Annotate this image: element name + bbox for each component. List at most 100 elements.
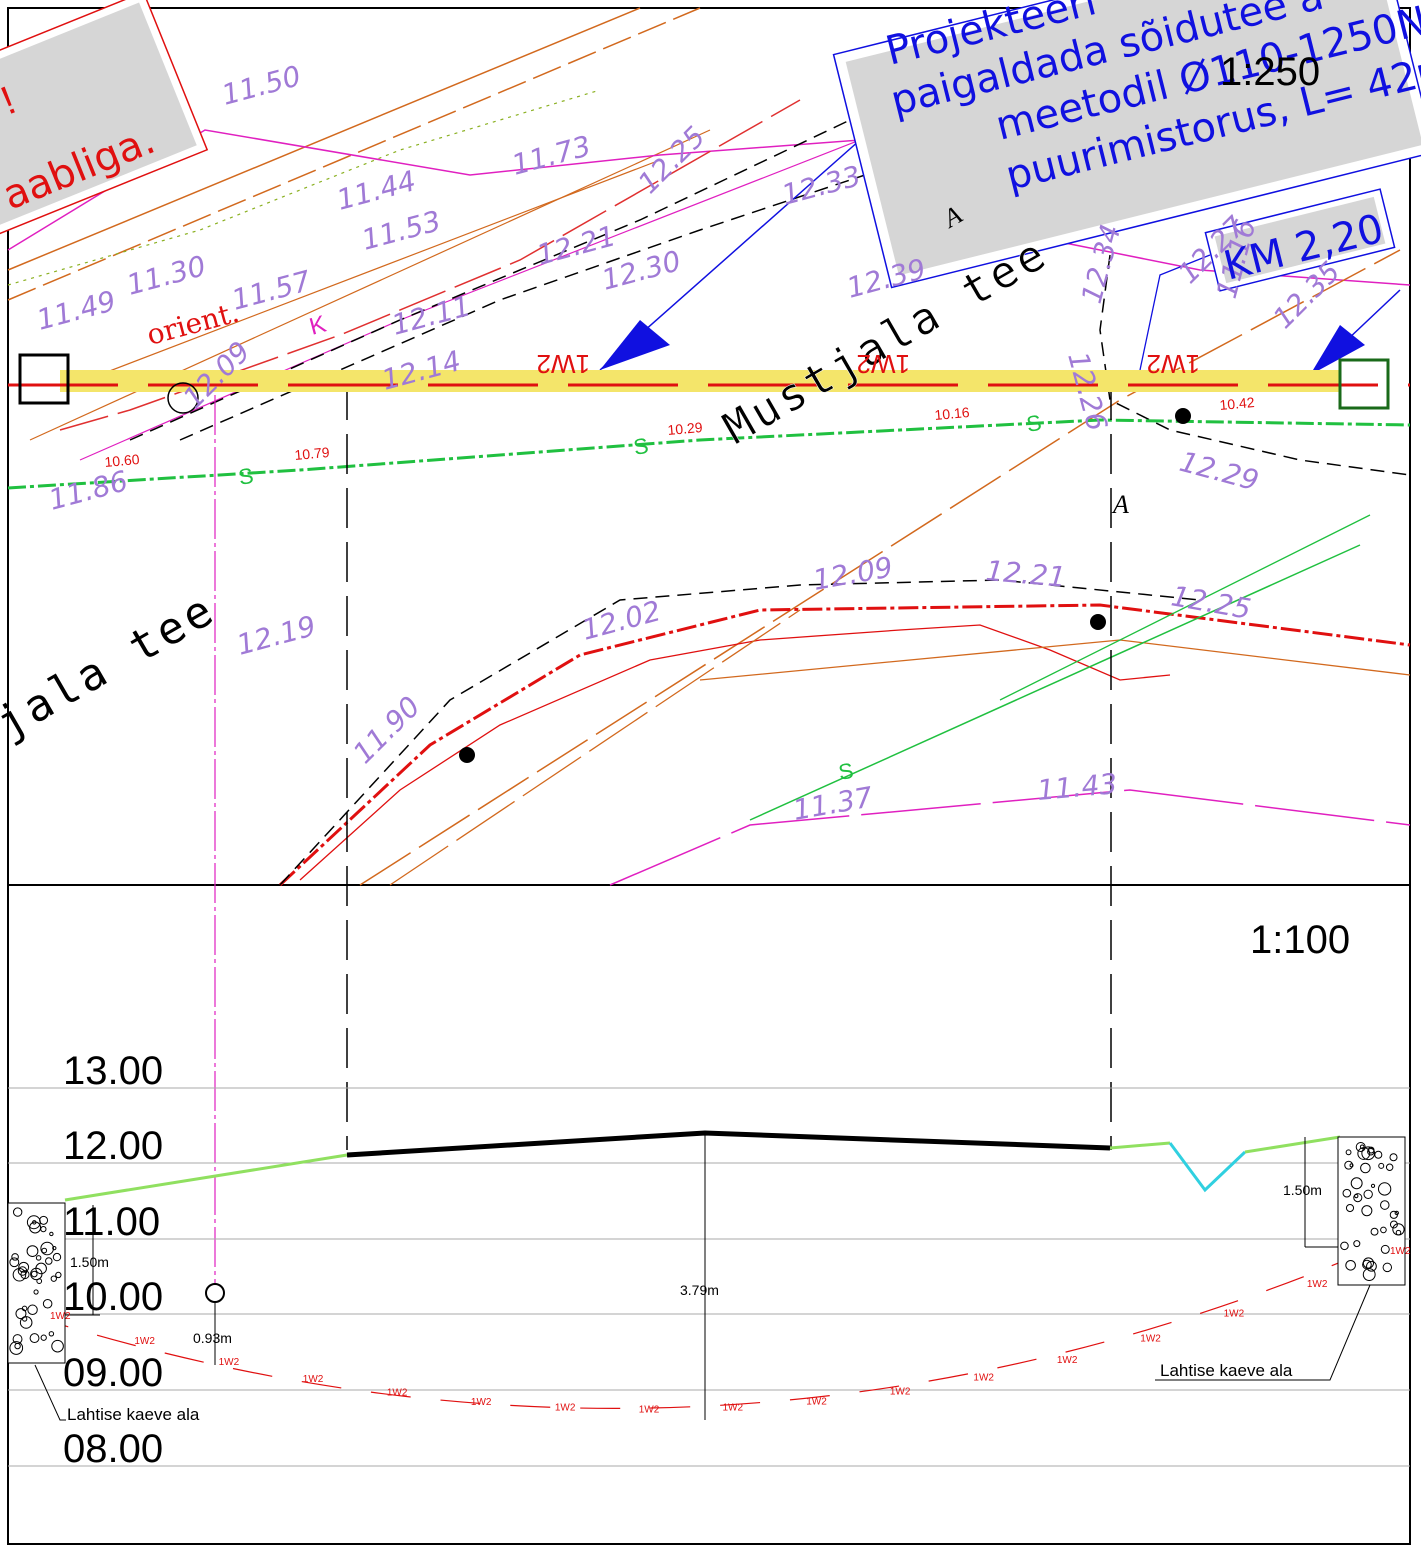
aggregate bbox=[40, 1334, 47, 1341]
aggregate bbox=[19, 1316, 33, 1329]
street-label: jala tee bbox=[0, 583, 225, 749]
pipe-code: 1W2 bbox=[219, 1357, 240, 1368]
pit-label: Lahtise kaeve ala bbox=[67, 1405, 200, 1424]
elevation-label: 09.00 bbox=[63, 1351, 163, 1395]
aggregate bbox=[1360, 1162, 1371, 1174]
aggregate bbox=[1353, 1240, 1361, 1248]
pipe-code: 1W2 bbox=[1057, 1355, 1078, 1366]
spot-height: 11.30 bbox=[123, 249, 209, 302]
spot-height: 12.29 bbox=[1176, 445, 1262, 498]
dimension: 1.50m bbox=[1283, 1182, 1322, 1198]
aggregate bbox=[1380, 1200, 1390, 1210]
aggregate bbox=[1378, 1162, 1385, 1169]
aggregate bbox=[1382, 1262, 1393, 1273]
scale-label: 1:100 bbox=[1250, 918, 1350, 962]
cable-code: K bbox=[307, 311, 329, 341]
elevation-label: 13.00 bbox=[63, 1049, 163, 1093]
aggregate bbox=[11, 1253, 19, 1261]
aggregate bbox=[1389, 1153, 1398, 1162]
spot-height: 12.19 bbox=[233, 609, 319, 662]
aggregate bbox=[1370, 1227, 1379, 1236]
pipe-elevation: 10.42 bbox=[1219, 394, 1256, 413]
red-box bbox=[0, 0, 209, 241]
aggregate bbox=[1385, 1163, 1394, 1171]
pipe-code: 1W2 bbox=[806, 1396, 827, 1407]
aggregate bbox=[42, 1298, 53, 1309]
well bbox=[1090, 614, 1106, 630]
aggregate bbox=[1361, 1146, 1376, 1161]
pipe-code: 1W2 bbox=[303, 1374, 324, 1385]
km-box bbox=[1204, 188, 1396, 292]
aggregate bbox=[52, 1252, 62, 1262]
pipe-code: 1W2 bbox=[1390, 1246, 1411, 1257]
pipe-code: 1W2 bbox=[973, 1373, 994, 1384]
aggregate bbox=[55, 1271, 62, 1279]
spot-height: 12.02 bbox=[578, 594, 664, 647]
aggregate bbox=[1359, 1144, 1365, 1150]
aggregate bbox=[1345, 1259, 1356, 1271]
aggregate bbox=[48, 1331, 55, 1337]
aggregate bbox=[52, 1246, 57, 1251]
aggregate bbox=[1370, 1183, 1376, 1188]
aggregate bbox=[45, 1257, 53, 1265]
dimension: 3.79m bbox=[680, 1282, 719, 1298]
aggregate bbox=[1366, 1260, 1377, 1272]
section-mark: A bbox=[1111, 490, 1129, 519]
well bbox=[1175, 408, 1191, 424]
elevation-label: 10.00 bbox=[63, 1275, 163, 1319]
pipe-code: 1W2 bbox=[1307, 1279, 1328, 1290]
well bbox=[459, 747, 475, 763]
pipe-code: 1W2 bbox=[50, 1311, 71, 1322]
aggregate bbox=[1342, 1188, 1352, 1198]
aggregate bbox=[33, 1289, 39, 1295]
pit-symbol bbox=[18, 353, 70, 405]
aggregate bbox=[1380, 1244, 1390, 1254]
aggregate bbox=[1380, 1226, 1387, 1234]
pipe-code: 1W2 bbox=[1140, 1334, 1161, 1345]
aggregate bbox=[1355, 1142, 1366, 1153]
aggregate bbox=[30, 1267, 43, 1281]
aggregate bbox=[15, 1308, 27, 1320]
aggregate bbox=[1362, 1259, 1372, 1270]
aggregate bbox=[1389, 1220, 1398, 1229]
aggregate bbox=[1354, 1193, 1359, 1199]
spot-height: 12.21 bbox=[984, 554, 1067, 594]
aggregate bbox=[29, 1221, 42, 1234]
well bbox=[167, 382, 199, 414]
aggregate bbox=[1363, 1189, 1373, 1199]
aggregate bbox=[9, 1341, 24, 1355]
spot-height: 11.53 bbox=[358, 204, 444, 257]
aggregate bbox=[26, 1245, 39, 1258]
pipe-code: 1W2 bbox=[890, 1386, 911, 1397]
elevation-label: 12.00 bbox=[63, 1124, 163, 1168]
pit-symbol bbox=[1338, 358, 1390, 410]
aggregate bbox=[18, 1261, 30, 1273]
pipe-code: 1W2 bbox=[1224, 1308, 1245, 1319]
pipe-code: 1W2 bbox=[471, 1397, 492, 1408]
sewer-code: S bbox=[837, 758, 856, 785]
pipe-elevation: 10.16 bbox=[934, 404, 971, 423]
pit-hatch bbox=[9, 1142, 1405, 1355]
elevation-label: 11.00 bbox=[63, 1200, 160, 1244]
dimension: 0.93m bbox=[193, 1330, 232, 1346]
spot-height: 11.43 bbox=[1036, 767, 1119, 807]
aggregate bbox=[30, 1270, 38, 1278]
line-code: 1W2 bbox=[537, 349, 590, 379]
pipe-code: 1W2 bbox=[555, 1403, 576, 1414]
aggregate bbox=[1377, 1182, 1392, 1196]
aggregate bbox=[1394, 1210, 1399, 1216]
pipe-elevation: 10.60 bbox=[104, 451, 141, 470]
dimension: 1.50m bbox=[70, 1254, 109, 1270]
aggregate bbox=[35, 1255, 42, 1261]
aggregate bbox=[1361, 1205, 1373, 1217]
aggregate bbox=[1340, 1241, 1349, 1251]
pipe-code: 1W2 bbox=[387, 1388, 408, 1399]
sewer-code: S bbox=[237, 463, 256, 490]
spot-height: 11.50 bbox=[218, 59, 304, 112]
pipe-elevation: 10.79 bbox=[294, 444, 331, 463]
aggregate bbox=[51, 1339, 64, 1353]
aggregate bbox=[1345, 1203, 1355, 1213]
aggregate bbox=[9, 1257, 20, 1268]
scale-label: 1:250 bbox=[1220, 50, 1320, 94]
